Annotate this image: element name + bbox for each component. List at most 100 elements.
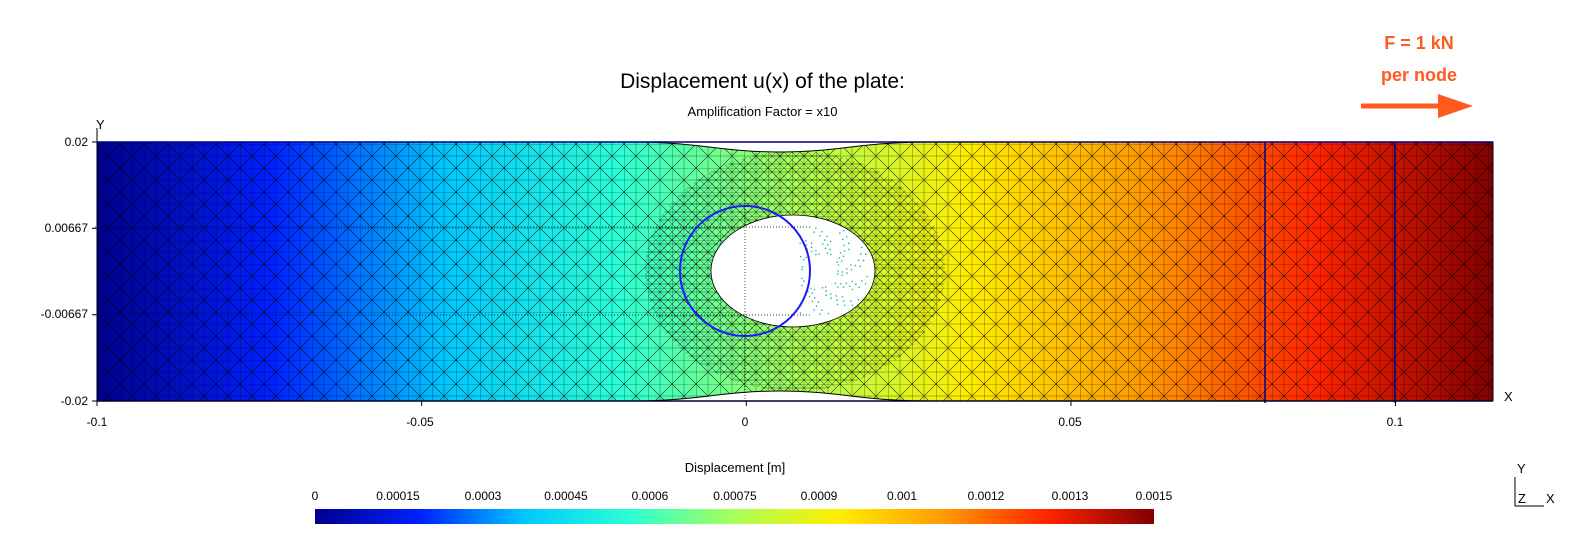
hole-node (815, 249, 817, 252)
hole-node (799, 312, 802, 314)
hole-node (799, 242, 801, 245)
colorbar (315, 509, 1154, 524)
hole-node (836, 261, 838, 264)
hole-node (843, 244, 846, 247)
hole-node (851, 304, 854, 307)
hole-node (851, 280, 853, 283)
deformed-hole (710, 214, 876, 328)
hole-node (811, 250, 813, 253)
plot-subtitle: Amplification Factor = x10 (687, 104, 838, 119)
colorbar-tick-label: 0.0009 (800, 489, 838, 503)
hole-node (823, 239, 826, 241)
hole-node (802, 259, 805, 261)
hole-node (842, 229, 845, 232)
colorbar-tick-label: 0.0006 (631, 489, 669, 503)
hole-node (843, 304, 846, 307)
hole-node (837, 270, 839, 272)
colorbar-tick-label: 0.0012 (967, 489, 1005, 503)
hole-node (815, 227, 817, 229)
hole-node (810, 246, 813, 249)
hole-node (821, 243, 824, 245)
hole-node (841, 274, 843, 277)
colorbar-tick-label: 0.00045 (544, 489, 588, 503)
hole-node (855, 283, 857, 286)
hole-node (830, 253, 832, 256)
hole-node (836, 273, 839, 275)
y-tick-label: -0.00667 (40, 307, 88, 321)
x-tick-label: 0.05 (1058, 415, 1082, 429)
colorbar-tick-label: 0 (311, 489, 319, 503)
hole-node (847, 242, 850, 245)
hole-node (810, 287, 812, 290)
hole-node (803, 280, 805, 282)
hole-node (825, 294, 827, 297)
axes (92, 128, 1493, 406)
hole-node (813, 288, 816, 291)
x-tick-label: 0.1 (1386, 415, 1404, 429)
hole-node (815, 305, 818, 307)
hole-node (845, 282, 848, 285)
load-arrow (1361, 94, 1473, 118)
hole-node (854, 264, 857, 267)
guide-lines (95, 226, 810, 316)
hole-node (811, 292, 813, 294)
x-tick-label: 0 (741, 415, 749, 429)
hole-node (848, 248, 850, 251)
load-arrow-head (1438, 94, 1473, 118)
load-label: F = 1 kN (1384, 33, 1454, 53)
hole-node (860, 246, 863, 249)
plot-title: Displacement u(x) of the plate: (620, 70, 905, 93)
hole-node (821, 286, 824, 289)
hole-node (846, 268, 848, 270)
hole-node (821, 309, 823, 312)
hole-node (834, 282, 837, 285)
hole-node (857, 299, 860, 301)
hole-node (846, 236, 848, 238)
colorbar-tick-label: 0.0003 (464, 489, 502, 503)
hole-node (841, 271, 844, 273)
load-sublabel: per node (1380, 65, 1457, 85)
hole-node (813, 309, 815, 311)
hole-node (842, 255, 845, 258)
hole-node (817, 301, 820, 304)
hole-node (810, 242, 813, 244)
triad-x-label: X (1546, 491, 1555, 506)
hole-node (826, 235, 828, 238)
hole-node (850, 269, 853, 271)
hole-node (835, 295, 837, 297)
hole-node (805, 256, 807, 259)
triad-lines (1514, 477, 1544, 507)
hole-node (808, 295, 811, 298)
x-axis-name: X (1504, 389, 1513, 404)
hole-node (811, 300, 814, 303)
x-tick-label: -0.05 (406, 415, 434, 429)
hole-node (836, 303, 839, 306)
hole-node (839, 232, 841, 235)
hole-node (840, 260, 843, 262)
hole-node (864, 253, 867, 255)
deformed-plate (95, 141, 1494, 403)
hole-node (860, 280, 863, 282)
hole-node (850, 264, 852, 266)
x-tick-label: -0.1 (86, 415, 108, 429)
hole-node (851, 288, 854, 291)
hole-node (826, 252, 829, 254)
hole-node (824, 247, 827, 250)
hole-node (837, 264, 840, 266)
hole-node (842, 300, 845, 302)
hole-node (805, 239, 807, 242)
hole-node (813, 231, 815, 233)
hole-node (801, 284, 803, 287)
hole-node (805, 244, 808, 246)
y-tick-label: 0.00667 (44, 221, 88, 235)
hole-node (830, 297, 832, 299)
colorbar-tick-label: 0.00075 (713, 489, 757, 503)
triad-axes (1514, 477, 1544, 507)
hole-node (801, 277, 803, 280)
hole-node (813, 297, 816, 299)
hole-node (801, 268, 803, 271)
hole-node (825, 290, 827, 292)
hole-node (839, 252, 842, 254)
